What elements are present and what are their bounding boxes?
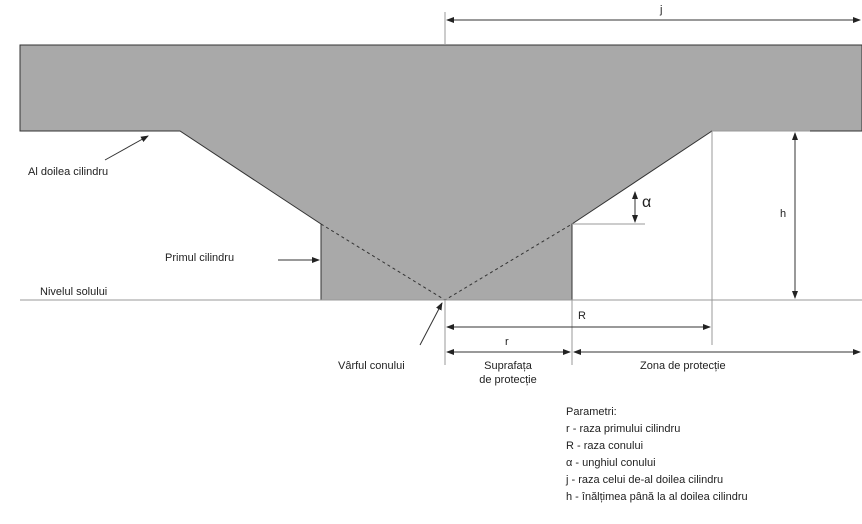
- legend-title: Parametri:: [566, 406, 617, 418]
- pointer: [104, 135, 149, 161]
- label: Nivelul solului: [40, 286, 107, 298]
- label: Suprafața: [484, 360, 533, 372]
- legend-item: R - raza conului: [566, 440, 643, 452]
- pointer: [419, 302, 443, 346]
- label: r: [505, 336, 509, 348]
- label: α: [642, 194, 651, 211]
- label: R: [578, 310, 586, 322]
- label: Vârful conului: [338, 360, 405, 372]
- label: de protecție: [479, 374, 536, 386]
- legend-item: j - raza celui de-al doilea cilindru: [565, 474, 723, 486]
- legend-item: r - raza primului cilindru: [566, 423, 680, 435]
- legend-item: α - unghiul conului: [566, 457, 656, 469]
- legend-item: h - înălțimea până la al doilea cilindru: [566, 491, 748, 503]
- label: j: [659, 4, 662, 16]
- label: Al doilea cilindru: [28, 166, 108, 178]
- label: h: [780, 208, 786, 220]
- cylinders-shape: [19, 44, 862, 301]
- label: Zona de protecție: [640, 360, 726, 372]
- label: Primul cilindru: [165, 252, 234, 264]
